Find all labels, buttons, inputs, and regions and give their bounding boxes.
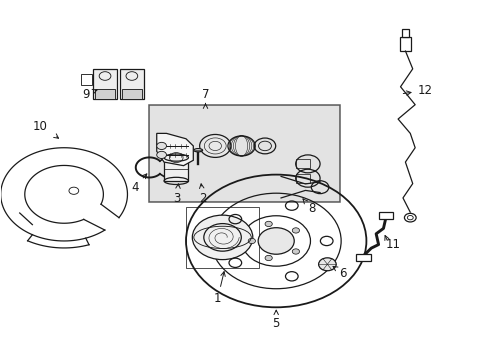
Circle shape bbox=[199, 134, 230, 157]
Text: 6: 6 bbox=[332, 266, 346, 280]
Circle shape bbox=[264, 221, 272, 226]
Text: 4: 4 bbox=[131, 174, 146, 194]
Bar bbox=[295, 174, 310, 183]
Polygon shape bbox=[157, 134, 193, 166]
Bar bbox=[93, 69, 117, 99]
Bar bbox=[399, 37, 410, 51]
Ellipse shape bbox=[193, 149, 202, 152]
Bar bbox=[295, 159, 310, 168]
Text: 3: 3 bbox=[173, 184, 181, 204]
Bar bbox=[81, 74, 92, 85]
Text: 7: 7 bbox=[202, 87, 209, 100]
Bar bbox=[355, 253, 370, 261]
Bar bbox=[122, 89, 142, 99]
Text: 5: 5 bbox=[272, 310, 279, 330]
Text: 9: 9 bbox=[82, 87, 97, 100]
Bar bbox=[185, 207, 259, 268]
Bar bbox=[163, 158, 188, 181]
Bar bbox=[95, 89, 115, 99]
Text: 12: 12 bbox=[403, 84, 432, 97]
Text: 1: 1 bbox=[213, 271, 225, 305]
Circle shape bbox=[192, 215, 252, 260]
Circle shape bbox=[258, 228, 294, 254]
Text: 10: 10 bbox=[32, 120, 47, 133]
Circle shape bbox=[157, 142, 166, 149]
Circle shape bbox=[318, 258, 335, 271]
Text: 2: 2 bbox=[199, 184, 206, 204]
Circle shape bbox=[292, 249, 299, 254]
Ellipse shape bbox=[163, 154, 188, 161]
Circle shape bbox=[264, 255, 272, 261]
Circle shape bbox=[157, 151, 166, 158]
Circle shape bbox=[248, 238, 255, 244]
Bar bbox=[378, 212, 392, 220]
Text: 11: 11 bbox=[385, 238, 400, 251]
Bar bbox=[149, 105, 339, 202]
Circle shape bbox=[292, 228, 299, 233]
Bar bbox=[401, 29, 408, 37]
Text: 8: 8 bbox=[303, 199, 315, 215]
Bar bbox=[120, 69, 143, 99]
